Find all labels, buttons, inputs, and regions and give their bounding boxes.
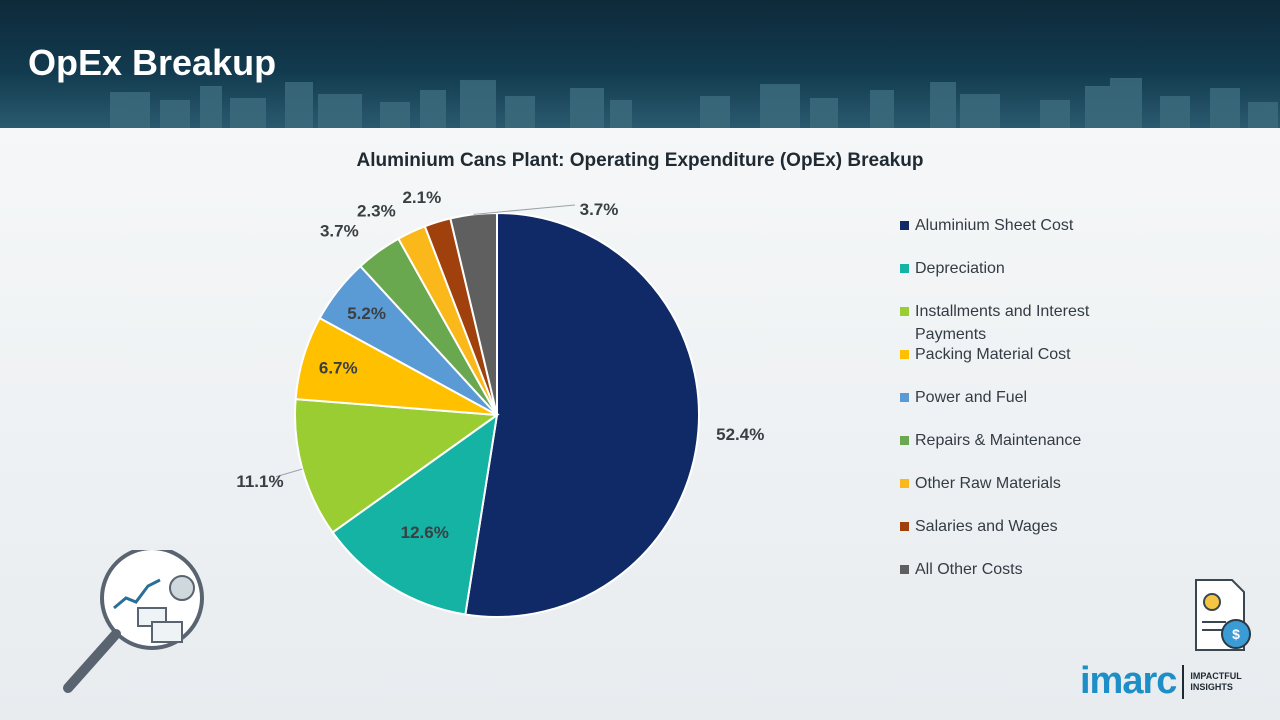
data-label-8: 2.1%: [402, 188, 441, 207]
pie-chart: 52.4%12.6%11.1%6.7%5.2%3.7%2.3%2.1%3.7%: [236, 188, 764, 618]
legend-item: Salaries and Wages: [900, 515, 1140, 538]
legend-label: Installments and Interest Payments: [915, 303, 1090, 343]
legend-swatch: [900, 221, 909, 230]
legend-item: All Other Costs: [900, 558, 1140, 581]
pie-slice-2: [331, 412, 499, 616]
legend-item: Depreciation: [900, 257, 1140, 280]
header-banner: OpEx Breakup: [0, 0, 1280, 128]
legend-label: Aluminium Sheet Cost: [915, 217, 1074, 234]
legend-swatch: [900, 307, 909, 316]
legend-label: Power and Fuel: [915, 389, 1028, 406]
legend-label: Depreciation: [915, 260, 1005, 277]
data-label-9: 3.7%: [580, 200, 619, 219]
legend-label: Repairs & Maintenance: [915, 432, 1082, 449]
logo-tagline-line2: INSIGHTS: [1190, 681, 1233, 692]
leader-line-3: [275, 468, 303, 478]
leader-line-9: [473, 204, 576, 215]
data-label-7: 2.3%: [357, 201, 396, 220]
legend-swatch: [900, 350, 909, 359]
data-label-4: 6.7%: [319, 359, 358, 378]
data-label-3: 11.1%: [236, 472, 283, 491]
legend-swatch: [900, 264, 909, 273]
logo-tagline: IMPACTFUL INSIGHTS: [1190, 671, 1241, 693]
legend-swatch: [900, 436, 909, 445]
finance-document-icon: $: [1195, 579, 1251, 651]
data-label-6: 3.7%: [320, 221, 359, 240]
imarc-logo: imarc IMPACTFUL INSIGHTS: [1080, 660, 1242, 703]
data-label-2: 12.6%: [401, 523, 449, 542]
legend-label: Salaries and Wages: [915, 518, 1058, 535]
logo-wordmark: imarc: [1080, 660, 1177, 702]
legend-label: Other Raw Materials: [915, 475, 1061, 492]
legend-swatch: [900, 393, 909, 402]
logo-divider: [1182, 664, 1185, 699]
legend-item: Installments and Interest Payments: [900, 300, 1140, 346]
data-label-5: 5.2%: [347, 304, 386, 323]
legend-label: All Other Costs: [915, 561, 1023, 578]
legend-item: Other Raw Materials: [900, 472, 1140, 495]
skyline-graphic: [110, 78, 1278, 128]
legend-item: Aluminium Sheet Cost: [900, 214, 1140, 237]
svg-text:$: $: [1232, 626, 1240, 642]
legend-item: Power and Fuel: [900, 386, 1140, 409]
legend-item: Repairs & Maintenance: [900, 429, 1140, 452]
analytics-magnifier-icon: [63, 550, 204, 693]
legend-item: Packing Material Cost: [900, 343, 1140, 366]
chart-title: Aluminium Cans Plant: Operating Expendit…: [356, 150, 924, 171]
legend-swatch: [900, 565, 909, 574]
logo-tagline-line1: IMPACTFUL: [1190, 670, 1242, 681]
legend-swatch: [900, 479, 909, 488]
legend-swatch: [900, 522, 909, 531]
data-label-1: 52.4%: [716, 425, 764, 444]
pie-slice-1: [464, 211, 700, 618]
legend-label: Packing Material Cost: [915, 346, 1071, 363]
page-title: OpEx Breakup: [28, 42, 277, 83]
